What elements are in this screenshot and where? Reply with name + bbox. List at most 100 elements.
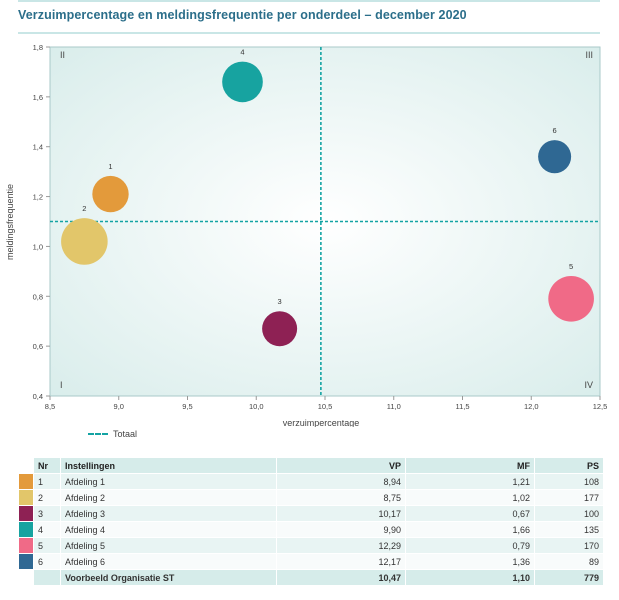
- row-nr: 1: [34, 474, 60, 489]
- row-vp: 9,90: [277, 522, 405, 537]
- x-tick-label: 9,0: [114, 402, 124, 411]
- x-tick-label: 11,5: [455, 402, 469, 411]
- row-mf: 1,02: [406, 490, 534, 505]
- row-nr: 4: [34, 522, 60, 537]
- point-label-5: 5: [569, 262, 573, 271]
- legend-dashed-line-icon: [88, 433, 108, 435]
- legend-label: Totaal: [113, 429, 138, 439]
- y-tick-label: 0,6: [33, 342, 43, 351]
- point-label-2: 2: [82, 204, 86, 213]
- row-color-swatch: [19, 490, 33, 505]
- table-row: 5 Afdeling 5 12,29 0,79 170: [19, 538, 603, 553]
- row-vp: 10,17: [277, 506, 405, 521]
- quadrant-label-iv: IV: [584, 380, 593, 390]
- x-tick-label: 12,0: [524, 402, 539, 411]
- table-row: 2 Afdeling 2 8,75 1,02 177: [19, 490, 603, 505]
- y-tick-label: 1,2: [33, 193, 43, 202]
- scatter-chart: 0,40,60,81,01,21,41,61,8 8,5 9,0 9,5 10,0 10…: [5, 43, 608, 427]
- row-vp: 12,29: [277, 538, 405, 553]
- row-nr: 6: [34, 554, 60, 569]
- row-name: Afdeling 2: [61, 490, 276, 505]
- table-row: 1 Afdeling 1 8,94 1,21 108: [19, 474, 603, 489]
- header-vp: VP: [277, 458, 405, 473]
- total-swatch: [19, 570, 33, 585]
- total-vp: 10,47: [277, 570, 405, 585]
- total-mf: 1,10: [406, 570, 534, 585]
- reference-lines: [50, 47, 600, 396]
- row-mf: 1,66: [406, 522, 534, 537]
- quadrant-label-iii: III: [585, 50, 593, 60]
- bubble-point-4: [222, 61, 263, 103]
- row-color-swatch: [19, 538, 33, 553]
- chart-title: Verzuimpercentage en meldingsfrequentie …: [18, 8, 467, 22]
- point-label-6: 6: [553, 126, 557, 135]
- title-bar: Verzuimpercentage en meldingsfrequentie …: [18, 0, 600, 34]
- row-ps: 135: [535, 522, 603, 537]
- x-tick-label: 10,0: [249, 402, 264, 411]
- bubble-point-5: [548, 275, 594, 322]
- header-swatch: [19, 458, 33, 473]
- total-ps: 779: [535, 570, 603, 585]
- total-nr: [34, 570, 60, 585]
- quadrant-label-ii: II: [60, 50, 65, 60]
- x-tick-label: 11,0: [387, 402, 401, 411]
- row-mf: 0,79: [406, 538, 534, 553]
- y-tick-label: 0,8: [33, 292, 43, 301]
- data-table: Nr Instellingen VP MF PS 1 Afdeling 1 8,…: [18, 457, 604, 586]
- row-nr: 3: [34, 506, 60, 521]
- row-nr: 2: [34, 490, 60, 505]
- row-ps: 170: [535, 538, 603, 553]
- y-axis-label: meldingsfrequentie: [5, 184, 15, 260]
- header-mf: MF: [406, 458, 534, 473]
- x-tick-label: 10,5: [318, 402, 333, 411]
- bubble-point-3: [262, 311, 298, 347]
- row-color-swatch: [19, 522, 33, 537]
- bubble-point-2: [61, 218, 108, 265]
- table-row: 4 Afdeling 4 9,90 1,66 135: [19, 522, 603, 537]
- y-axis: 0,4 0,6 0,8 1,0 1,2 1,4 1,6 1,8: [33, 43, 50, 401]
- row-color-swatch: [19, 506, 33, 521]
- row-name: Afdeling 6: [61, 554, 276, 569]
- data-points: 1 2 3 4 5 6: [61, 48, 594, 347]
- bubble-point-6: [538, 140, 572, 174]
- y-tick-label: 0,4: [33, 392, 43, 401]
- quadrant-label-i: I: [60, 380, 63, 390]
- header-nr: Nr: [34, 458, 60, 473]
- y-tick-label: 1,8: [33, 43, 43, 52]
- bubble-point-1: [92, 175, 129, 213]
- x-axis-label: verzuimpercentage: [283, 418, 360, 427]
- row-color-swatch: [19, 474, 33, 489]
- point-label-1: 1: [108, 162, 112, 171]
- table-header-row: Nr Instellingen VP MF PS: [19, 458, 603, 473]
- table-total-row: Voorbeeld Organisatie ST 10,47 1,10 779: [19, 570, 603, 585]
- legend: Totaal: [88, 429, 137, 439]
- row-ps: 108: [535, 474, 603, 489]
- row-name: Afdeling 4: [61, 522, 276, 537]
- x-axis: 8,5 9,0 9,5 10,0 10,5 11,0 11,5 12,0 12,5: [45, 396, 608, 411]
- x-tick-label: 9,5: [182, 402, 192, 411]
- table-row: 3 Afdeling 3 10,17 0,67 100: [19, 506, 603, 521]
- row-nr: 5: [34, 538, 60, 553]
- header-ps: PS: [535, 458, 603, 473]
- header-name: Instellingen: [61, 458, 276, 473]
- row-vp: 8,94: [277, 474, 405, 489]
- row-ps: 177: [535, 490, 603, 505]
- point-label-4: 4: [240, 48, 244, 57]
- row-mf: 1,36: [406, 554, 534, 569]
- y-tick-label: 1,6: [33, 93, 43, 102]
- y-tick-label: 1,4: [33, 143, 43, 152]
- row-mf: 1,21: [406, 474, 534, 489]
- point-label-3: 3: [278, 297, 282, 306]
- total-name: Voorbeeld Organisatie ST: [61, 570, 276, 585]
- x-tick-label: 12,5: [593, 402, 608, 411]
- y-tick-label: 1,0: [33, 242, 43, 251]
- x-tick-label: 8,5: [45, 402, 55, 411]
- row-color-swatch: [19, 554, 33, 569]
- row-vp: 8,75: [277, 490, 405, 505]
- row-name: Afdeling 1: [61, 474, 276, 489]
- row-ps: 100: [535, 506, 603, 521]
- row-mf: 0,67: [406, 506, 534, 521]
- row-ps: 89: [535, 554, 603, 569]
- table-row: 6 Afdeling 6 12,17 1,36 89: [19, 554, 603, 569]
- row-name: Afdeling 5: [61, 538, 276, 553]
